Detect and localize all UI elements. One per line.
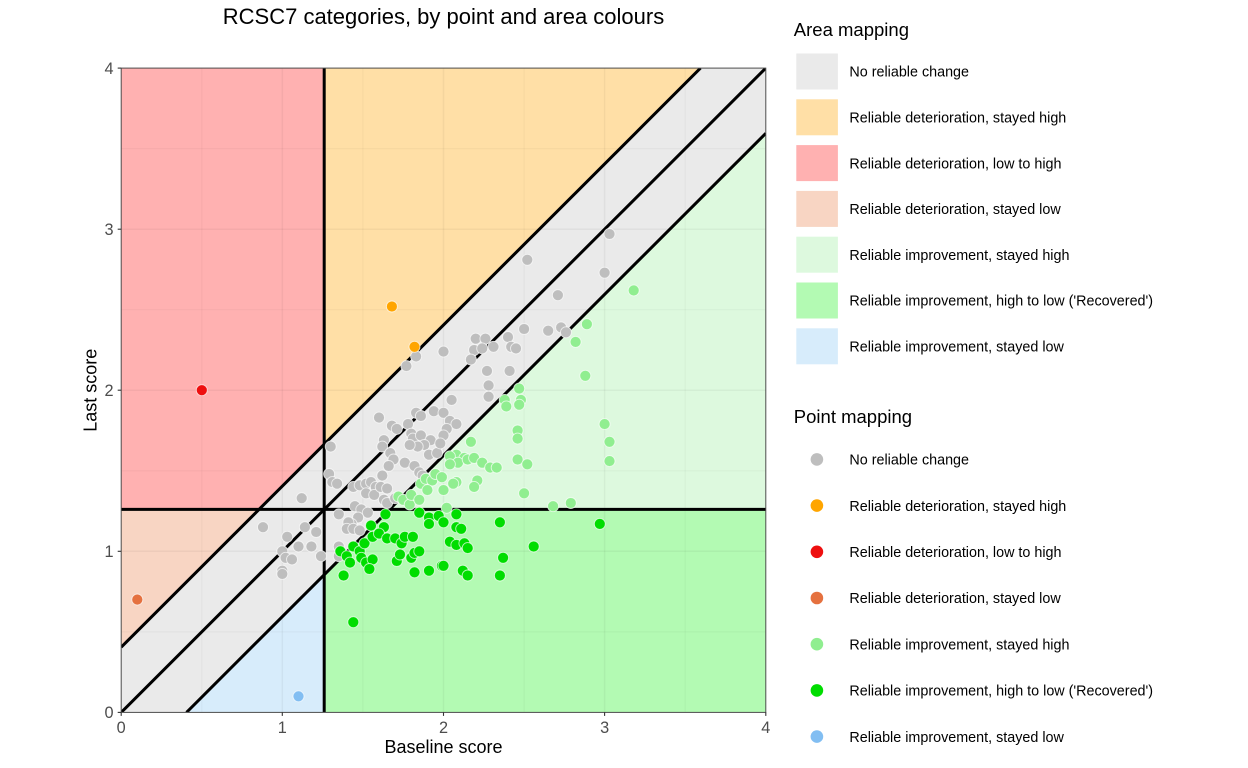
- svg-text:2: 2: [104, 382, 113, 400]
- svg-text:Reliable improvement, high to: Reliable improvement, high to low ('Reco…: [849, 684, 1153, 700]
- svg-text:RCSC7 categories, by point and: RCSC7 categories, by point and area colo…: [223, 4, 664, 29]
- svg-text:Reliable improvement, stayed h: Reliable improvement, stayed high: [849, 637, 1069, 653]
- svg-text:Reliable improvement, stayed h: Reliable improvement, stayed high: [849, 248, 1069, 264]
- svg-text:Point mapping: Point mapping: [794, 406, 912, 427]
- svg-text:Reliable deterioration, stayed: Reliable deterioration, stayed high: [849, 499, 1066, 515]
- svg-text:Reliable deterioration, stayed: Reliable deterioration, stayed low: [849, 591, 1061, 607]
- svg-text:4: 4: [761, 719, 770, 737]
- svg-text:Reliable deterioration, low to: Reliable deterioration, low to high: [849, 545, 1061, 561]
- svg-text:4: 4: [104, 60, 113, 78]
- svg-text:Reliable deterioration, low to: Reliable deterioration, low to high: [849, 156, 1061, 172]
- svg-text:Area mapping: Area mapping: [794, 19, 909, 40]
- svg-text:Reliable improvement, high to: Reliable improvement, high to low ('Reco…: [849, 294, 1153, 310]
- svg-text:Last score: Last score: [80, 349, 100, 432]
- svg-text:2: 2: [439, 719, 448, 737]
- svg-text:Reliable deterioration, stayed: Reliable deterioration, stayed high: [849, 111, 1066, 127]
- svg-text:0: 0: [104, 704, 113, 722]
- svg-text:Reliable deterioration, stayed: Reliable deterioration, stayed low: [849, 202, 1061, 218]
- svg-text:3: 3: [104, 221, 113, 239]
- svg-text:Baseline score: Baseline score: [384, 737, 502, 757]
- svg-text:Reliable improvement, stayed l: Reliable improvement, stayed low: [849, 730, 1064, 746]
- svg-text:1: 1: [278, 719, 287, 737]
- svg-text:No reliable change: No reliable change: [849, 453, 969, 469]
- svg-text:No reliable change: No reliable change: [849, 65, 969, 81]
- svg-text:3: 3: [600, 719, 609, 737]
- svg-text:1: 1: [104, 543, 113, 561]
- svg-text:0: 0: [117, 719, 126, 737]
- svg-text:Reliable improvement, stayed l: Reliable improvement, stayed low: [849, 340, 1064, 356]
